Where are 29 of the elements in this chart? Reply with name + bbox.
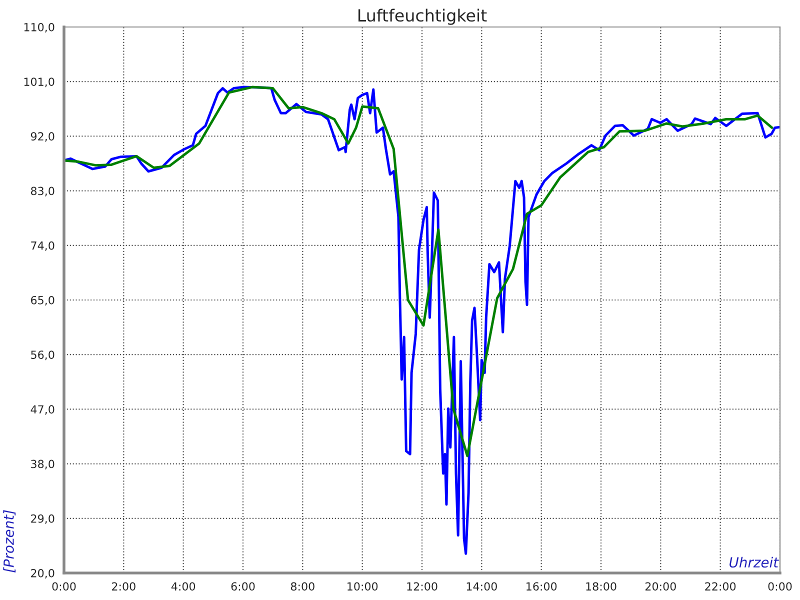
y-tick-label: 56,0 xyxy=(31,350,54,360)
line-series xyxy=(64,86,780,555)
x-tick-label: 10:00 xyxy=(348,582,378,591)
y-tick-label: 38,0 xyxy=(31,460,54,470)
x-tick-label: 18:00 xyxy=(586,582,616,591)
x-tick-label: 22:00 xyxy=(705,582,736,591)
y-tick-label: 74,0 xyxy=(31,241,54,251)
x-tick-label: 8:00 xyxy=(290,582,314,591)
x-tick-label: 0:00 xyxy=(768,582,792,591)
x-tick-label: 20:00 xyxy=(645,582,676,591)
x-axis-title: Uhrzeit xyxy=(730,556,779,568)
x-tick-label: 12:00 xyxy=(407,582,438,591)
y-tick-label: 110,0 xyxy=(24,22,54,33)
x-tick-label: 2:00 xyxy=(112,582,136,591)
x-tick-label: 16:00 xyxy=(526,582,557,591)
y-tick-label: 29,0 xyxy=(31,514,54,524)
y-tick-label: 83,0 xyxy=(30,186,54,196)
x-tick-label: 4:00 xyxy=(171,582,196,591)
chart-title: Luftfeuchtigkeit xyxy=(358,8,487,25)
x-tick-label: 6:00 xyxy=(231,582,255,591)
y-axis-title: [Prozent] xyxy=(3,510,16,572)
y-tick-label: 92,0 xyxy=(30,132,54,142)
x-tick-label: 0:00 xyxy=(52,582,76,591)
y-tick-label: 20,0 xyxy=(31,568,54,579)
y-tick-label: 47,0 xyxy=(30,405,54,415)
y-tick-label: 101,0 xyxy=(24,78,54,88)
line-series xyxy=(64,86,774,458)
x-tick-label: 14:00 xyxy=(466,582,497,591)
y-tick-label: 65,0 xyxy=(31,296,54,306)
